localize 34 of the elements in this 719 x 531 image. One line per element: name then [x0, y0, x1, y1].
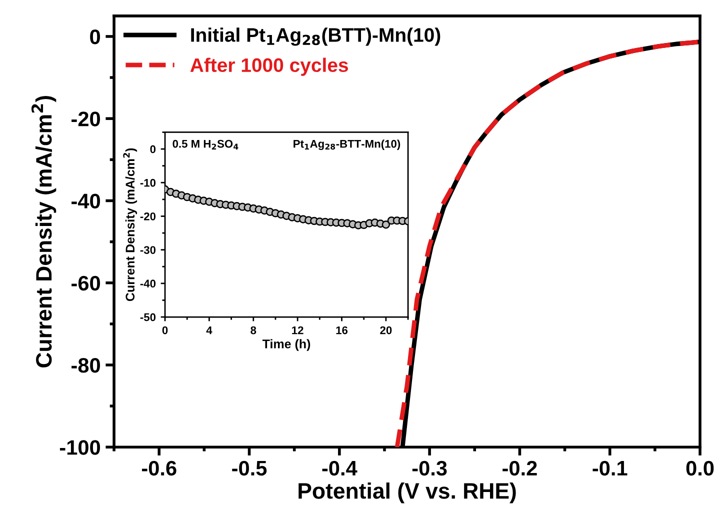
x-tick-label: -0.2 — [502, 460, 537, 476]
y-tick-label: -80 — [72, 358, 100, 373]
annotation: Pt$_{1}$Ag$_{28}$-BTT-Mn(10) — [294, 140, 400, 150]
y-tick-label: -50 — [140, 313, 156, 322]
y-tick-label: -60 — [72, 276, 100, 291]
x-tick-label: -0.3 — [412, 460, 447, 476]
y-tick-label: -30 — [140, 246, 156, 254]
x-tick-label: 4 — [206, 326, 212, 334]
x-tick-label: -0.5 — [232, 460, 267, 476]
annotation: 0.5 M H$_{2}$SO$_{4}$ — [172, 140, 238, 150]
x-tick-label: 0.0 — [686, 460, 714, 476]
x-tick-label: 20 — [380, 326, 392, 334]
y-axis-title: Current Density (mA/cm$^{2}$) — [123, 148, 138, 302]
x-tick-label: 16 — [336, 326, 348, 334]
x-tick-label: 8 — [250, 326, 256, 334]
y-axis-title: Current Density (mA/cm$^{2}$) — [31, 96, 56, 368]
x-tick-label: -0.4 — [322, 460, 358, 476]
y-tick-label: -40 — [140, 280, 156, 288]
y-tick-label: 0 — [150, 145, 156, 154]
x-tick-label: -0.1 — [592, 460, 628, 476]
x-tick-label: -0.6 — [142, 460, 176, 476]
legend-label: Initial Pt$_{1}$Ag$_{28}$(BTT)-Mn(10) — [191, 28, 440, 46]
point — [382, 220, 390, 229]
y-tick-label: 0 — [90, 29, 100, 44]
x-axis-title: Potential (V vs. RHE) — [298, 482, 516, 504]
y-tick-label: -40 — [72, 194, 100, 208]
y-tick-label: -10 — [140, 178, 156, 187]
y-tick-label: -20 — [72, 112, 100, 126]
x-axis-title: Time (h) — [262, 339, 310, 351]
x-tick-label: 0 — [162, 326, 168, 334]
y-tick-label: -100 — [60, 440, 100, 455]
legend-label: After 1000 cycles — [190, 58, 348, 76]
x-tick-label: 12 — [292, 326, 304, 334]
y-tick-label: -20 — [140, 212, 156, 220]
